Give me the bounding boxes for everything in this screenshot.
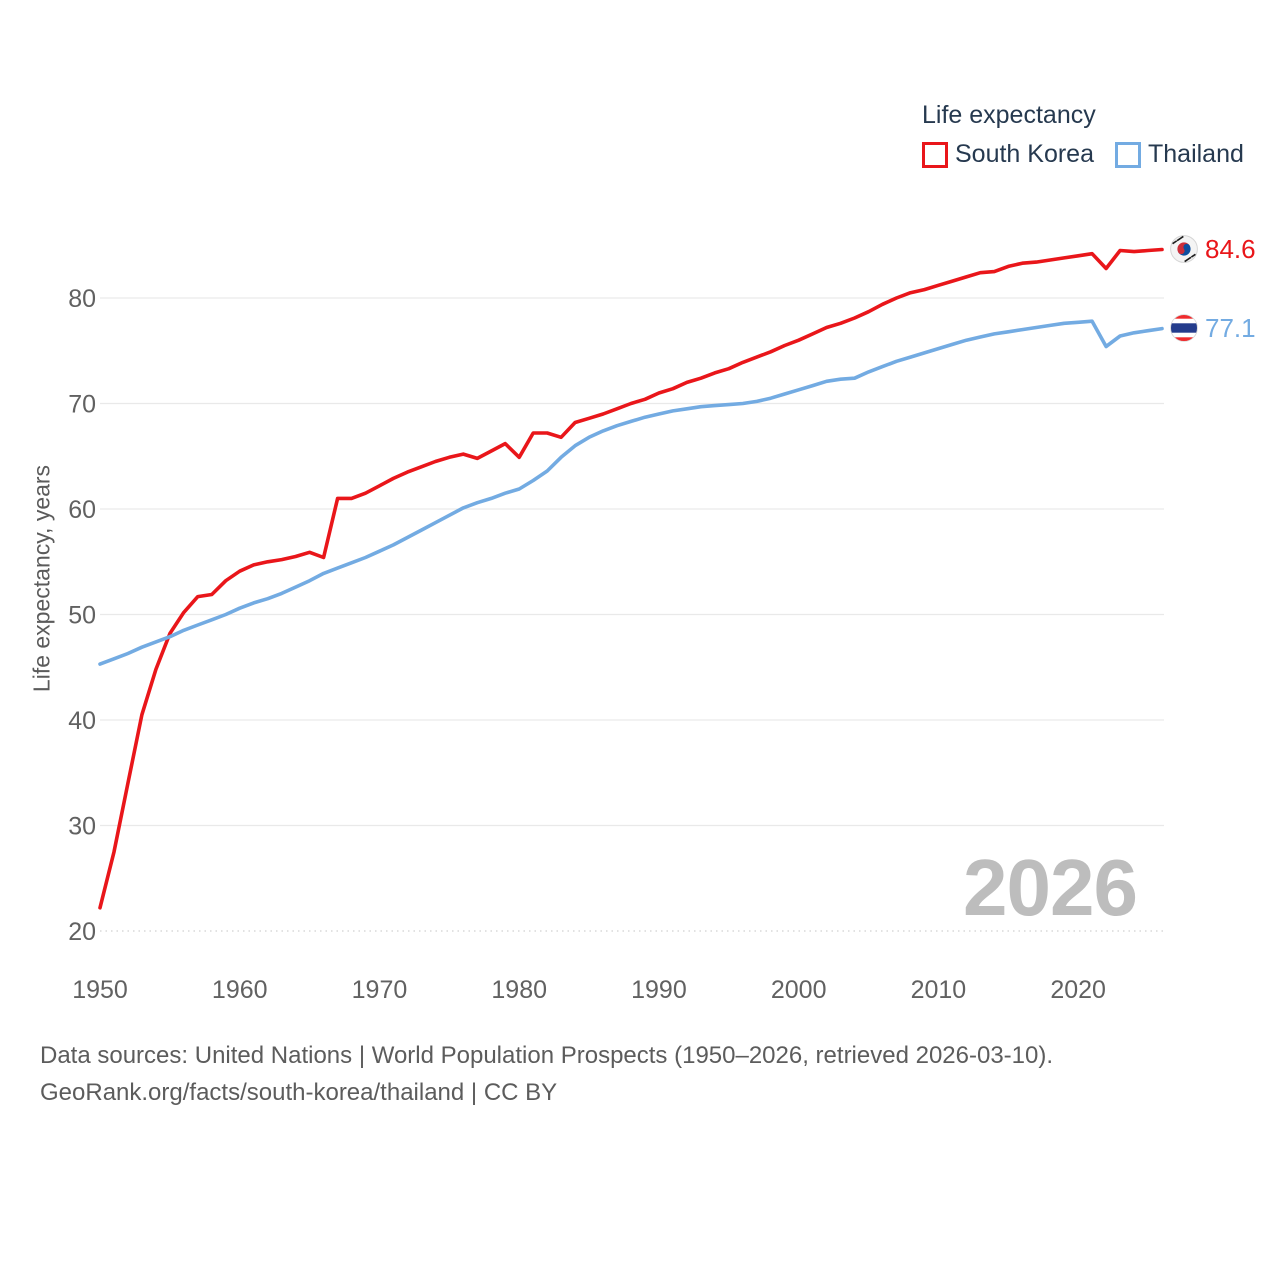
- y-tick-label-30: 30: [68, 813, 96, 841]
- y-tick-label-40: 40: [68, 707, 96, 735]
- legend-item-south-korea[interactable]: South Korea: [922, 140, 1094, 169]
- legend-item-label: Thailand: [1148, 140, 1244, 168]
- attribution-text: GeoRank.org/facts/south-korea/thailand |…: [40, 1079, 558, 1106]
- thailand-flag-icon: [1170, 314, 1198, 342]
- series-line-south-korea[interactable]: [98, 247, 1164, 910]
- x-tick-label-2000: 2000: [771, 976, 827, 1004]
- y-tick-label-50: 50: [68, 602, 96, 630]
- x-tick-label-2010: 2010: [911, 976, 967, 1004]
- y-tick-label-70: 70: [68, 391, 96, 419]
- south-korea-end-value: 84.6: [1205, 234, 1256, 264]
- x-tick-label-1950: 1950: [72, 976, 128, 1004]
- thailand-end-value: 77.1: [1205, 313, 1256, 343]
- thailand-swatch-icon: [1115, 141, 1141, 168]
- south-korea-swatch-icon: [922, 141, 948, 168]
- year-watermark: 2026: [963, 843, 1138, 932]
- x-tick-label-1980: 1980: [491, 976, 547, 1004]
- legend-item-thailand[interactable]: Thailand: [1115, 140, 1244, 169]
- y-tick-label-20: 20: [68, 918, 96, 946]
- line-chart: 20 30 40 50 60 70 80 1950 1960 1970 1980 1990 2000 20…: [68, 247, 1164, 1004]
- x-tick-label-1970: 1970: [352, 976, 408, 1004]
- x-tick-label-1990: 1990: [631, 976, 687, 1004]
- series-line-thailand[interactable]: [98, 319, 1164, 666]
- south-korea-flag-icon: [1170, 235, 1198, 263]
- legend-items: South Korea Thailand: [922, 140, 1244, 169]
- legend: Life expectancy South Korea Thailand: [922, 100, 1244, 169]
- y-tick-label-60: 60: [68, 496, 96, 524]
- x-tick-label-1960: 1960: [212, 976, 268, 1004]
- y-tick-label-80: 80: [68, 285, 96, 313]
- data-sources-text: Data sources: United Nations | World Pop…: [40, 1042, 1054, 1069]
- x-tick-label-2020: 2020: [1050, 976, 1106, 1004]
- y-axis-title: Life expectancy, years: [28, 464, 55, 693]
- legend-item-label: South Korea: [955, 140, 1094, 168]
- legend-title: Life expectancy: [922, 101, 1096, 129]
